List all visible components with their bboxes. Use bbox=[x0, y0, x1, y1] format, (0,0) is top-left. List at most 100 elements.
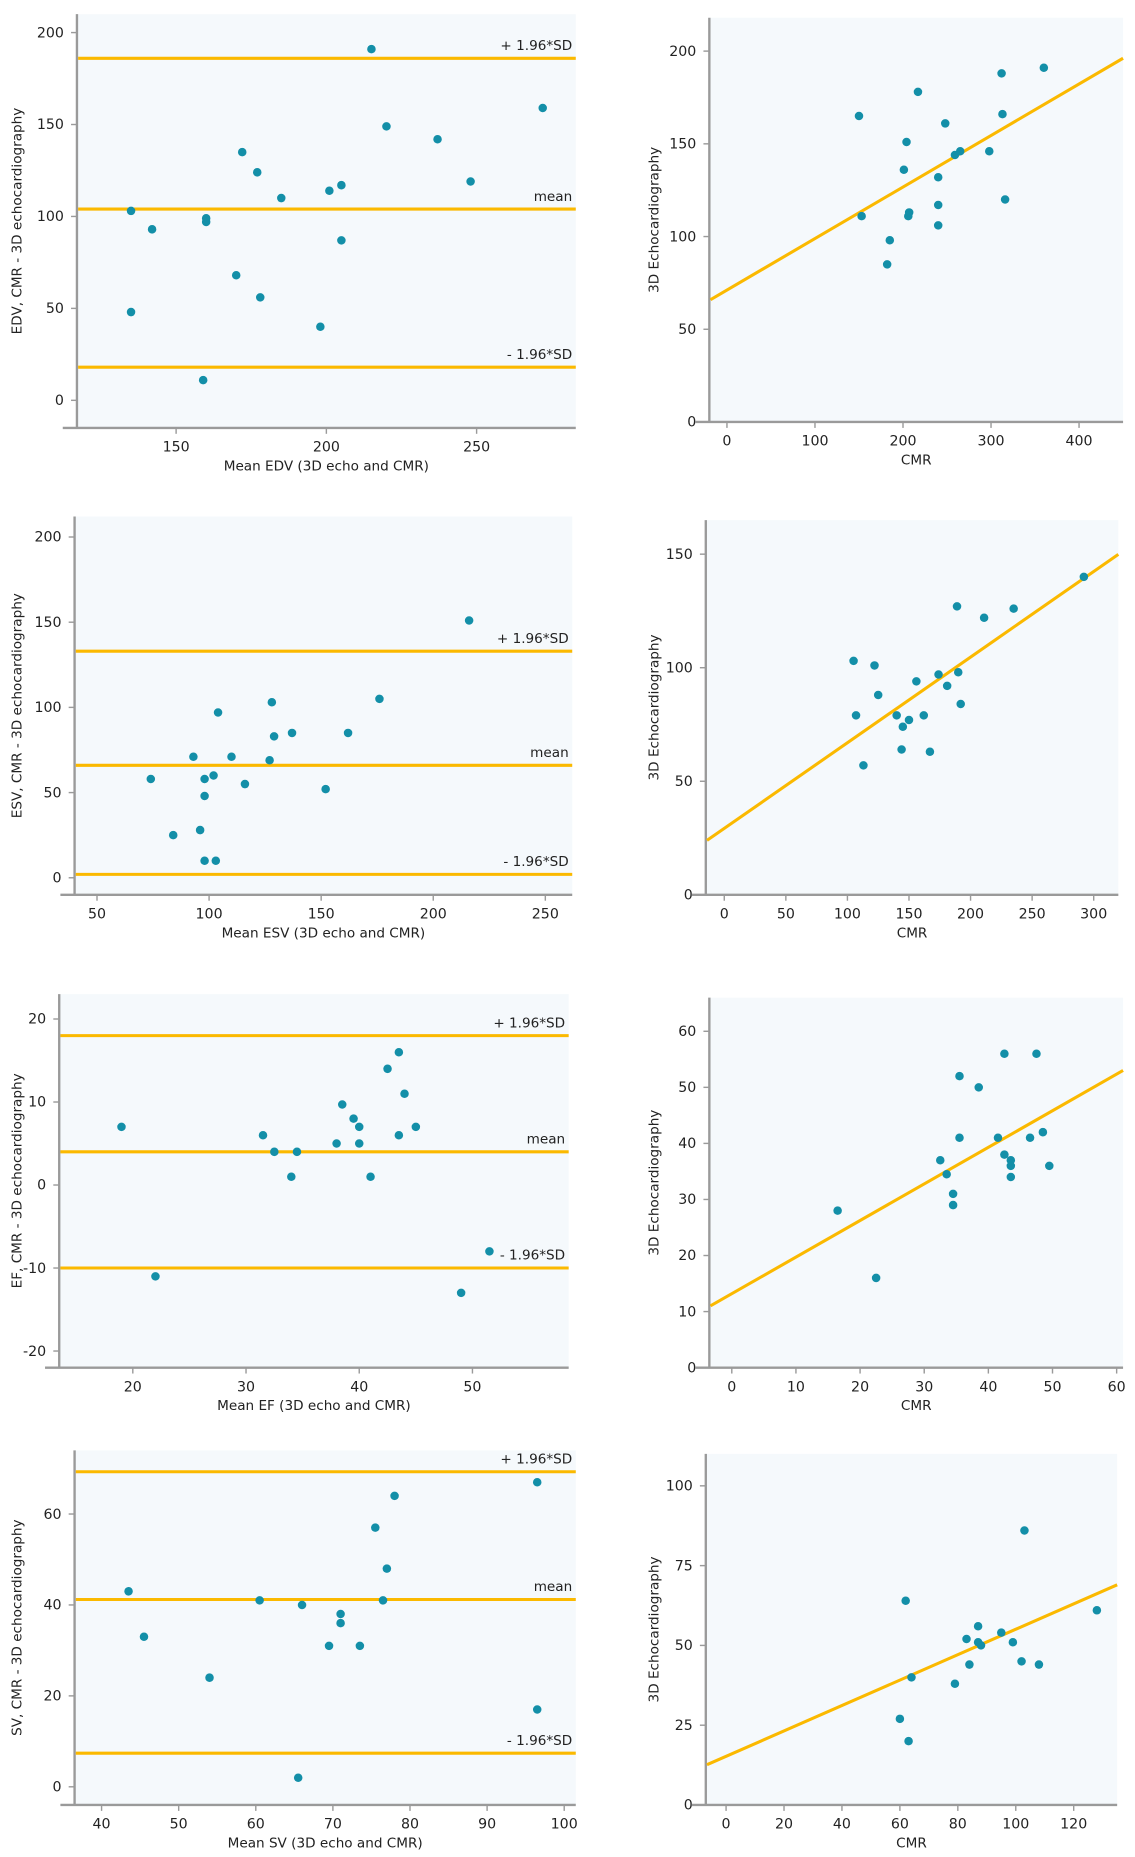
data-point bbox=[1008, 1637, 1018, 1647]
data-point bbox=[367, 44, 376, 54]
x-axis-label: CMR bbox=[897, 925, 928, 941]
data-point bbox=[265, 755, 274, 765]
data-point bbox=[240, 779, 250, 789]
chart-esv-correlation: 0 50 100 150 200 250 300 0 50 100 150 CMR 3D Echocar… bbox=[647, 520, 1120, 941]
y-tick-label: 100 bbox=[666, 1479, 693, 1495]
x-tick-label: 100 bbox=[1002, 1817, 1029, 1833]
y-tick-label: 30 bbox=[678, 1192, 696, 1208]
data-point bbox=[321, 784, 330, 794]
chart-ef-bland-altman: 20 30 40 50 -20 -10 0 10 20 Mean EF (3D echo and … bbox=[9, 994, 569, 1414]
data-point bbox=[382, 122, 391, 131]
data-point bbox=[857, 211, 866, 221]
data-point bbox=[1000, 195, 1010, 204]
data-point bbox=[859, 761, 868, 770]
x-tick-label: 40 bbox=[979, 1379, 997, 1395]
x-tick-label: 50 bbox=[777, 906, 795, 922]
data-point bbox=[255, 1596, 264, 1605]
x-tick-label: 100 bbox=[801, 434, 828, 450]
x-tick-label: 50 bbox=[1043, 1379, 1061, 1395]
y-axis-label: ESV, CMR - 3D echocardiography bbox=[9, 593, 25, 818]
data-point bbox=[942, 681, 952, 691]
data-point bbox=[349, 1114, 358, 1123]
data-point bbox=[456, 1288, 466, 1298]
data-point bbox=[913, 87, 923, 97]
data-point bbox=[942, 1169, 951, 1179]
data-point bbox=[336, 1618, 345, 1628]
data-point bbox=[124, 1587, 133, 1596]
data-point bbox=[902, 137, 911, 147]
data-point bbox=[998, 109, 1007, 119]
data-point bbox=[146, 774, 156, 784]
plot-area bbox=[705, 1453, 1118, 1805]
limit-line-label: - 1.96*SD bbox=[503, 854, 568, 870]
data-point bbox=[297, 1600, 307, 1610]
data-point bbox=[237, 147, 247, 157]
limit-line-label: mean bbox=[530, 745, 569, 761]
plot-area bbox=[709, 997, 1124, 1368]
data-point bbox=[383, 1064, 392, 1074]
plot-area bbox=[74, 1450, 576, 1805]
data-point bbox=[955, 1071, 964, 1081]
data-point bbox=[394, 1047, 404, 1057]
limit-line-label: - 1.96*SD bbox=[507, 1733, 572, 1749]
data-point bbox=[885, 236, 895, 245]
data-point bbox=[965, 1660, 974, 1669]
y-tick-label: 100 bbox=[666, 660, 693, 676]
data-point bbox=[948, 1189, 958, 1199]
regression-line bbox=[706, 553, 1120, 842]
data-point bbox=[464, 616, 474, 625]
x-axis-label: CMR bbox=[901, 1398, 932, 1414]
data-point bbox=[1025, 1133, 1035, 1143]
data-point bbox=[904, 208, 914, 217]
data-point bbox=[532, 1705, 542, 1714]
x-tick-label: 70 bbox=[324, 1817, 342, 1833]
x-tick-label: 80 bbox=[401, 1817, 419, 1833]
x-tick-label: 250 bbox=[1019, 906, 1046, 922]
data-point bbox=[904, 1736, 913, 1746]
data-point bbox=[873, 690, 883, 700]
x-axis-label: Mean EF (3D echo and CMR) bbox=[217, 1398, 411, 1414]
chart-edv-correlation: 0 100 200 300 400 0 50 100 150 200 CMR 3D Echocardi… bbox=[647, 17, 1124, 469]
x-tick-label: 90 bbox=[478, 1817, 496, 1833]
data-point bbox=[325, 186, 334, 195]
x-axis-label: CMR bbox=[896, 1836, 927, 1852]
data-point bbox=[117, 1122, 126, 1132]
x-tick-label: 0 bbox=[722, 434, 731, 450]
x-tick-label: 60 bbox=[1108, 1379, 1126, 1395]
y-tick-label: -20 bbox=[23, 1344, 46, 1360]
data-point bbox=[882, 260, 892, 269]
y-axis-label: EDV, CMR - 3D echocardiography bbox=[9, 108, 25, 335]
data-point bbox=[337, 180, 346, 190]
data-point bbox=[151, 1272, 160, 1281]
data-point bbox=[993, 1133, 1003, 1143]
y-tick-label: 100 bbox=[669, 229, 696, 245]
y-axis-label: 3D Echocardiography bbox=[647, 634, 663, 780]
data-point bbox=[411, 1122, 421, 1132]
limit-line-label: + 1.96*SD bbox=[500, 38, 572, 54]
data-point bbox=[270, 1147, 279, 1157]
x-axis-label: Mean EDV (3D echo and CMR) bbox=[224, 458, 429, 474]
y-tick-label: 200 bbox=[669, 44, 696, 60]
data-point bbox=[366, 1172, 375, 1181]
x-tick-label: 60 bbox=[247, 1817, 265, 1833]
data-point bbox=[355, 1641, 365, 1651]
data-point bbox=[1079, 572, 1089, 582]
data-point bbox=[1006, 1172, 1016, 1182]
limit-line-label: - 1.96*SD bbox=[500, 1248, 565, 1264]
data-point bbox=[227, 752, 236, 762]
data-point bbox=[195, 825, 205, 835]
y-tick-label: 20 bbox=[44, 1689, 62, 1705]
data-point bbox=[433, 134, 442, 144]
x-tick-label: 200 bbox=[957, 906, 984, 922]
plot-area bbox=[709, 17, 1124, 422]
data-point bbox=[255, 293, 265, 302]
data-point bbox=[936, 1155, 945, 1165]
data-point bbox=[925, 747, 935, 756]
x-tick-label: 200 bbox=[313, 440, 340, 456]
x-axis-label: Mean ESV (3D echo and CMR) bbox=[222, 925, 426, 941]
data-point bbox=[336, 1609, 345, 1619]
x-tick-label: 80 bbox=[949, 1817, 967, 1833]
data-point bbox=[907, 1673, 916, 1682]
data-point bbox=[953, 668, 963, 677]
